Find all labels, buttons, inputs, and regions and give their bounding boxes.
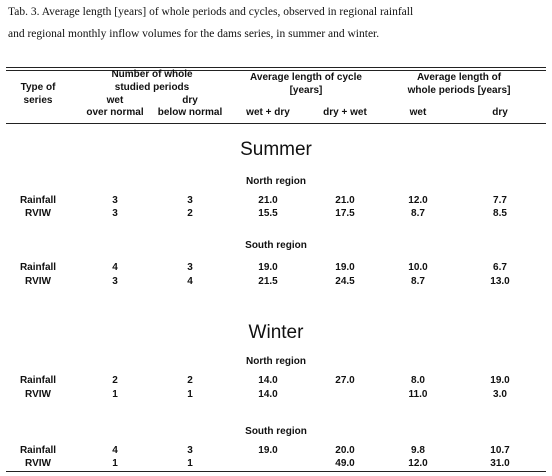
group-header: Number of whole bbox=[111, 69, 193, 80]
cell: 3 bbox=[187, 445, 193, 456]
cell: 3 bbox=[112, 208, 118, 219]
cell: 6.7 bbox=[493, 262, 507, 273]
cell: 24.5 bbox=[335, 276, 355, 287]
cell: 17.5 bbox=[335, 208, 355, 219]
cell: 27.0 bbox=[335, 375, 355, 386]
cell: 19.0 bbox=[258, 262, 278, 273]
column-header: over normal bbox=[86, 107, 144, 118]
season-heading: Winter bbox=[248, 322, 304, 343]
cell: 4 bbox=[112, 262, 118, 273]
cell: 1 bbox=[112, 389, 118, 400]
group-header: [years] bbox=[289, 85, 323, 96]
row-label: Rainfall bbox=[19, 375, 57, 386]
group-header: Average length of cycle bbox=[250, 72, 362, 83]
cell: 3 bbox=[187, 195, 193, 206]
cell: 3 bbox=[112, 195, 118, 206]
cell: 3 bbox=[112, 276, 118, 287]
cell: 49.0 bbox=[335, 458, 355, 469]
row-label: Rainfall bbox=[19, 262, 57, 273]
cell: 20.0 bbox=[335, 445, 355, 456]
cell: 19.0 bbox=[490, 375, 510, 386]
cell: 14.0 bbox=[258, 389, 278, 400]
cell: 8.7 bbox=[411, 208, 425, 219]
bottom-rule bbox=[6, 471, 546, 472]
row-label: Rainfall bbox=[19, 195, 57, 206]
cell: 10.0 bbox=[408, 262, 428, 273]
cell: 13.0 bbox=[490, 276, 510, 287]
cell: 7.7 bbox=[493, 195, 507, 206]
column-header: wet bbox=[409, 107, 427, 118]
cell: 8.5 bbox=[493, 208, 507, 219]
cell: 4 bbox=[112, 445, 118, 456]
top-rule bbox=[6, 67, 546, 68]
cell: 9.8 bbox=[411, 445, 425, 456]
cell: 21.0 bbox=[258, 195, 278, 206]
cell: 14.0 bbox=[258, 375, 278, 386]
top-rule bbox=[6, 70, 546, 71]
region-heading: South region bbox=[245, 240, 307, 251]
region-heading: North region bbox=[246, 176, 306, 187]
cell: 10.7 bbox=[490, 445, 510, 456]
group-header: studied periods bbox=[114, 82, 190, 93]
column-header: wet + dry bbox=[246, 107, 290, 118]
cell: 4 bbox=[187, 276, 193, 287]
cell: 19.0 bbox=[335, 262, 355, 273]
type-header: series bbox=[23, 95, 53, 106]
row-label: Rainfall bbox=[19, 445, 57, 456]
cell: 2 bbox=[112, 375, 118, 386]
type-header: Type of bbox=[20, 82, 56, 93]
row-label: RVIW bbox=[25, 208, 51, 219]
group-header: Average length of bbox=[416, 72, 502, 83]
row-label: RVIW bbox=[25, 458, 51, 469]
cell: 1 bbox=[112, 458, 118, 469]
cell: 31.0 bbox=[490, 458, 510, 469]
column-header: wet bbox=[106, 95, 124, 106]
row-label: RVIW bbox=[25, 389, 51, 400]
column-header: dry bbox=[182, 95, 198, 106]
cell: 3 bbox=[187, 262, 193, 273]
cell: 8.7 bbox=[411, 276, 425, 287]
header-rule bbox=[6, 123, 546, 124]
cell: 21.5 bbox=[258, 276, 278, 287]
cell: 11.0 bbox=[408, 389, 428, 400]
caption: and regional monthly inflow volumes for … bbox=[8, 28, 380, 40]
cell: 15.5 bbox=[258, 208, 278, 219]
group-header: whole periods [years] bbox=[407, 85, 511, 96]
column-header: below normal bbox=[157, 107, 223, 118]
column-header: dry + wet bbox=[323, 107, 367, 118]
cell: 2 bbox=[187, 375, 193, 386]
region-heading: South region bbox=[245, 426, 307, 437]
column-header: dry bbox=[492, 107, 508, 118]
cell: 12.0 bbox=[408, 195, 428, 206]
caption: Tab. 3. Average length [years] of whole … bbox=[8, 6, 414, 18]
cell: 1 bbox=[187, 389, 193, 400]
cell: 19.0 bbox=[258, 445, 278, 456]
cell: 12.0 bbox=[408, 458, 428, 469]
cell: 1 bbox=[187, 458, 193, 469]
row-label: RVIW bbox=[25, 276, 51, 287]
cell: 3.0 bbox=[493, 389, 507, 400]
region-heading: North region bbox=[246, 356, 306, 367]
cell: 8.0 bbox=[411, 375, 425, 386]
cell: 2 bbox=[187, 208, 193, 219]
cell: 21.0 bbox=[335, 195, 355, 206]
season-heading: Summer bbox=[240, 139, 312, 160]
